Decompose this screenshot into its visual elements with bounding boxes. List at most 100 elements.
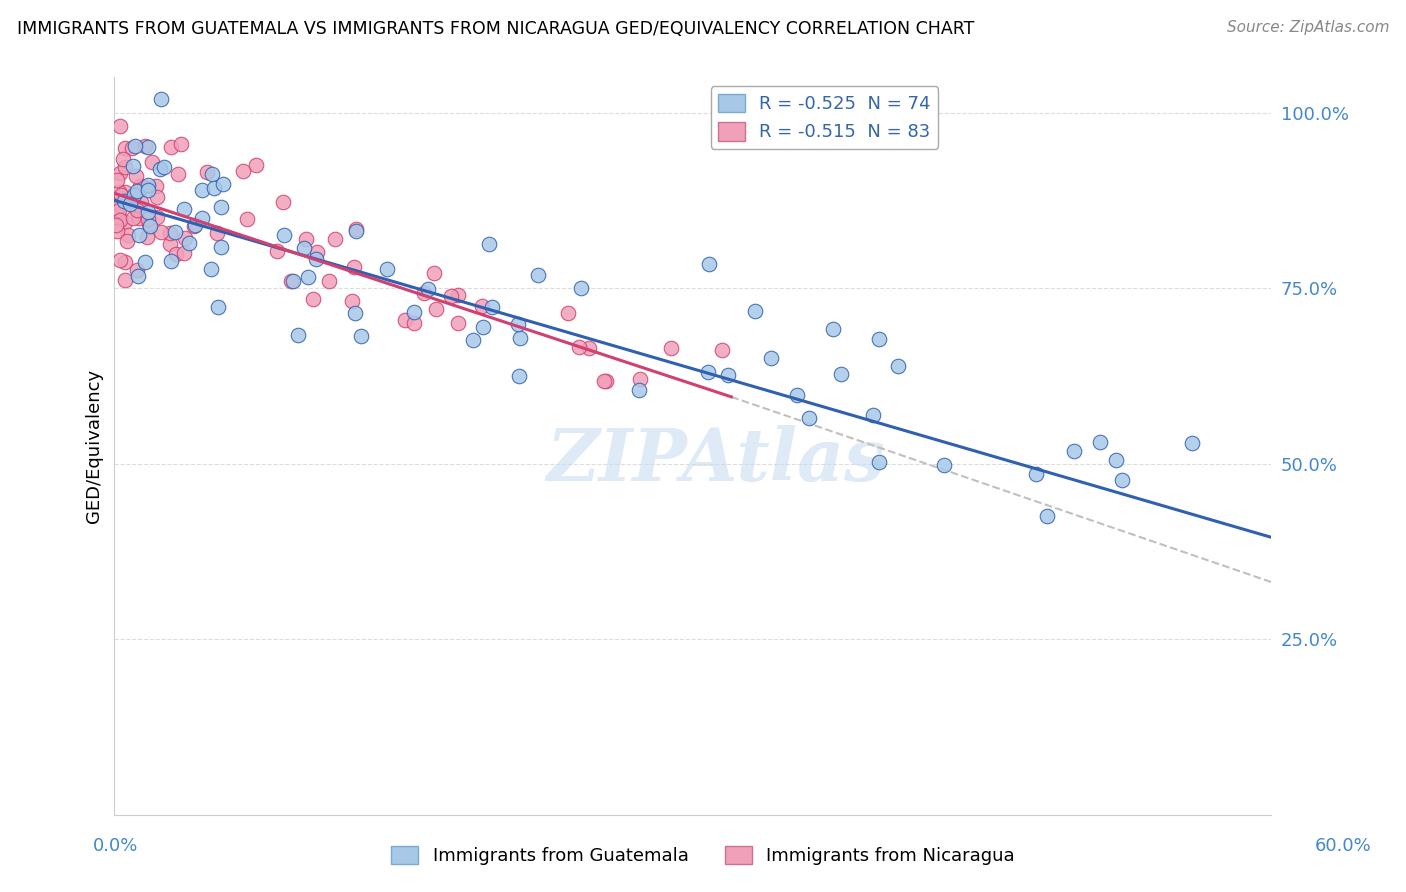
Point <box>108 202 131 217</box>
Point <box>173 246 195 260</box>
Point <box>117 195 139 210</box>
Point <box>190 211 212 226</box>
Point <box>463 333 485 347</box>
Point <box>136 211 159 226</box>
Point <box>159 237 181 252</box>
Point <box>1036 508 1059 523</box>
Point <box>932 458 955 473</box>
Point <box>471 299 494 313</box>
Point <box>114 185 136 199</box>
Point <box>744 304 766 318</box>
Point <box>128 227 150 242</box>
Point <box>628 383 651 397</box>
Point <box>115 234 138 248</box>
Point <box>211 177 233 191</box>
Point <box>195 165 218 179</box>
Point <box>165 247 187 261</box>
Point <box>710 343 733 357</box>
Point <box>202 181 225 195</box>
Point <box>120 197 142 211</box>
Point <box>302 292 325 306</box>
Point <box>122 211 145 225</box>
Point <box>394 313 416 327</box>
Point <box>759 351 782 365</box>
Point <box>716 368 738 382</box>
Point <box>439 288 461 302</box>
Point <box>145 179 167 194</box>
Point <box>125 263 148 277</box>
Point <box>797 411 820 425</box>
Point <box>150 91 173 105</box>
Point <box>114 141 136 155</box>
Point <box>114 272 136 286</box>
Point <box>122 159 145 173</box>
Point <box>105 224 128 238</box>
Point <box>697 257 720 271</box>
Point <box>121 141 143 155</box>
Text: IMMIGRANTS FROM GUATEMALA VS IMMIGRANTS FROM NICARAGUA GED/EQUIVALENCY CORRELATI: IMMIGRANTS FROM GUATEMALA VS IMMIGRANTS … <box>17 20 974 37</box>
Point <box>105 218 128 232</box>
Point <box>294 232 316 246</box>
Point <box>232 164 254 178</box>
Point <box>413 285 436 300</box>
Point <box>149 226 172 240</box>
Point <box>283 274 305 288</box>
Point <box>114 255 136 269</box>
Point <box>125 184 148 198</box>
Point <box>578 342 600 356</box>
Text: ZIPAtlas: ZIPAtlas <box>547 425 886 496</box>
Point <box>472 319 495 334</box>
Point <box>305 245 328 260</box>
Point <box>211 200 233 214</box>
Point <box>481 300 503 314</box>
Point <box>114 215 136 229</box>
Point <box>124 138 146 153</box>
Point <box>1181 436 1204 450</box>
Point <box>340 294 363 309</box>
Point <box>125 202 148 217</box>
Point <box>862 409 884 423</box>
Point <box>375 262 398 277</box>
Point <box>343 305 366 319</box>
Point <box>110 166 132 180</box>
Point <box>136 178 159 192</box>
Point <box>344 224 367 238</box>
Point <box>887 359 910 374</box>
Point <box>628 372 651 386</box>
Point <box>297 270 319 285</box>
Point <box>404 316 426 330</box>
Point <box>425 302 447 317</box>
Point <box>868 332 890 346</box>
Point <box>350 329 373 343</box>
Point <box>318 275 340 289</box>
Point <box>404 305 426 319</box>
Point <box>138 217 160 231</box>
Point <box>868 455 890 469</box>
Point <box>821 322 844 336</box>
Point <box>105 173 128 187</box>
Text: 0.0%: 0.0% <box>93 837 138 855</box>
Point <box>146 190 169 204</box>
Point <box>112 152 135 166</box>
Y-axis label: GED/Equivalency: GED/Equivalency <box>86 369 103 523</box>
Point <box>108 120 131 134</box>
Point <box>418 282 440 296</box>
Point <box>136 229 159 244</box>
Point <box>131 194 153 209</box>
Point <box>1111 473 1133 487</box>
Point <box>146 211 169 225</box>
Point <box>508 317 530 331</box>
Point <box>163 226 186 240</box>
Point <box>141 155 163 169</box>
Point <box>117 227 139 242</box>
Point <box>1025 467 1047 482</box>
Point <box>201 167 224 181</box>
Point <box>107 208 129 222</box>
Point <box>343 260 366 274</box>
Point <box>786 388 808 402</box>
Point <box>593 374 616 388</box>
Point <box>697 365 720 379</box>
Point <box>166 167 188 181</box>
Point <box>273 228 295 243</box>
Point <box>508 369 530 384</box>
